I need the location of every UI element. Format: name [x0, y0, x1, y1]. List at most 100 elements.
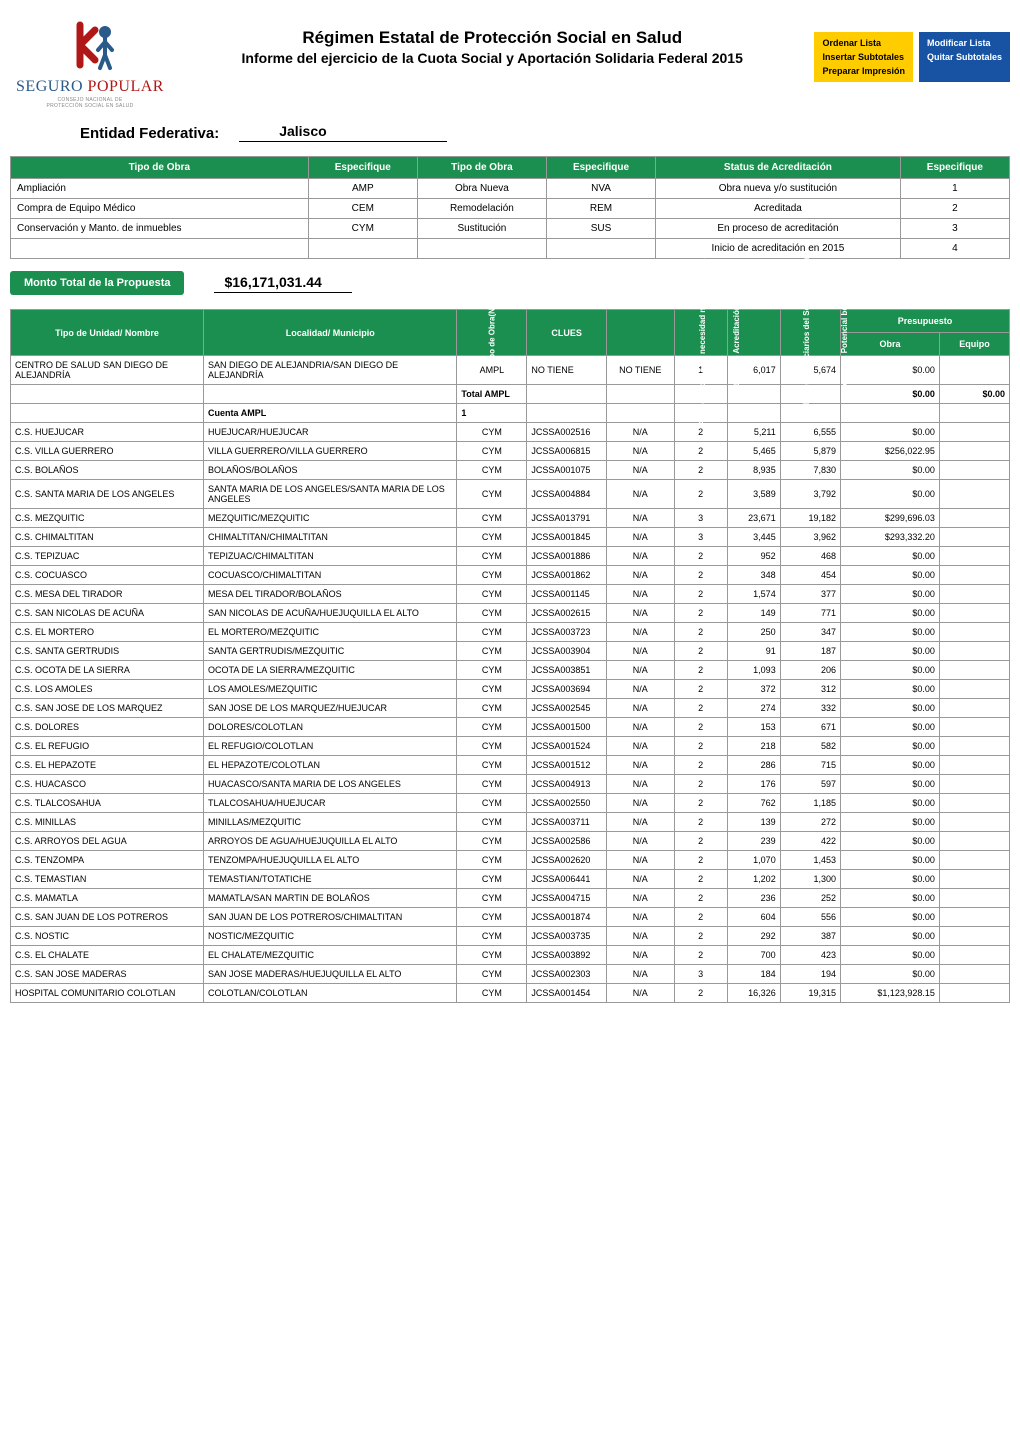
table-cell: CYM: [457, 889, 527, 908]
table-cell: 2: [674, 737, 727, 756]
table-cell: MEZQUITIC/MEZQUITIC: [204, 509, 457, 528]
table-cell: 604: [727, 908, 780, 927]
preparar-impresion-button[interactable]: Preparar Impresión: [822, 66, 905, 76]
table-cell: 348: [727, 566, 780, 585]
table-cell: $0.00: [841, 851, 940, 870]
table-row: C.S. HUEJUCARHUEJUCAR/HUEJUCARCYMJCSSA00…: [11, 423, 1010, 442]
table-cell: C.S. TENZOMPA: [11, 851, 204, 870]
table-cell: C.S. ARROYOS DEL AGUA: [11, 832, 204, 851]
table-cell: MINILLAS/MEZQUITIC: [204, 813, 457, 832]
quitar-subtotales-button[interactable]: Quitar Subtotales: [927, 52, 1002, 62]
tipos-th-0: Tipo de Obra: [11, 157, 309, 179]
table-cell: C.S. EL HEPAZOTE: [11, 756, 204, 775]
table-cell: 139: [727, 813, 780, 832]
table-cell: $0.00: [841, 775, 940, 794]
table-cell: COLOTLAN/COLOTLAN: [204, 984, 457, 1003]
table-cell: C.S. SANTA GERTRUDIS: [11, 642, 204, 661]
table-cell: N/A: [606, 889, 674, 908]
table-cell: 372: [727, 680, 780, 699]
table-cell: 454: [780, 566, 840, 585]
ordenar-lista-button[interactable]: Ordenar Lista: [822, 38, 905, 48]
table-cell: N/A: [606, 756, 674, 775]
table-cell: MESA DEL TIRADOR/BOLAÑOS: [204, 585, 457, 604]
table-cell: JCSSA004913: [527, 775, 607, 794]
table-cell: 715: [780, 756, 840, 775]
monto-value: $16,171,031.44: [214, 274, 351, 293]
table-cell: CYM: [457, 480, 527, 509]
logo-brand-popular: POPULAR: [88, 78, 164, 95]
table-cell: 2: [674, 832, 727, 851]
table-cell: SANTA GERTRUDIS/MEZQUITIC: [204, 642, 457, 661]
table-cell: N/A: [606, 585, 674, 604]
table-cell: 556: [780, 908, 840, 927]
table-cell: 5,211: [727, 423, 780, 442]
tipos-th-4: Status de Acreditación: [656, 157, 901, 179]
seguro-popular-logo-icon: [60, 20, 120, 78]
table-cell: [939, 547, 1009, 566]
table-cell: $1,123,928.15: [841, 984, 940, 1003]
table-cell: CYM: [457, 908, 527, 927]
table-cell: $0.00: [841, 908, 940, 927]
table-cell: 2: [674, 566, 727, 585]
table-cell: [939, 661, 1009, 680]
entidad-value: Jalisco: [239, 123, 446, 142]
table-cell: 387: [780, 927, 840, 946]
table-cell: $0.00: [841, 813, 940, 832]
table-cell: $0.00: [841, 585, 940, 604]
table-cell: BOLAÑOS/BOLAÑOS: [204, 461, 457, 480]
table-cell: $0.00: [841, 642, 940, 661]
table-cell: 250: [727, 623, 780, 642]
tipos-cell: REM: [546, 199, 655, 219]
table-cell: Total AMPL: [457, 385, 527, 404]
table-cell: JCSSA001874: [527, 908, 607, 927]
table-cell: [11, 404, 204, 423]
table-cell: [939, 889, 1009, 908]
tipos-row: Conservación y Manto. de inmueblesCYMSus…: [11, 219, 1010, 239]
th-equipo: Equipo: [939, 333, 1009, 356]
tipos-cell: Obra nueva y/o sustitución: [656, 179, 901, 199]
table-cell: C.S. TLALCOSAHUA: [11, 794, 204, 813]
table-cell: N/A: [606, 509, 674, 528]
table-cell: N/A: [606, 813, 674, 832]
tipos-cell: CYM: [308, 219, 417, 239]
table-cell: 2: [674, 946, 727, 965]
table-cell: 184: [727, 965, 780, 984]
tipos-cell: 1: [900, 179, 1009, 199]
title-sub: Informe del ejercicio de la Cuota Social…: [190, 50, 794, 66]
table-cell: 7,830: [780, 461, 840, 480]
table-cell: 3: [674, 509, 727, 528]
table-cell: HOSPITAL COMUNITARIO COLOTLAN: [11, 984, 204, 1003]
table-cell: 2: [674, 661, 727, 680]
table-cell: 239: [727, 832, 780, 851]
main-header-row-1: Tipo de Unidad/ Nombre Localidad/ Munici…: [11, 310, 1010, 333]
entidad-row: Entidad Federativa: Jalisco: [10, 123, 1010, 142]
table-cell: CYM: [457, 775, 527, 794]
table-cell: CYM: [457, 604, 527, 623]
table-cell: [939, 585, 1009, 604]
table-cell: SAN JOSE DE LOS MARQUEZ/HUEJUCAR: [204, 699, 457, 718]
table-cell: C.S. SAN NICOLAS DE ACUÑA: [11, 604, 204, 623]
action-buttons: Ordenar Lista Insertar Subtotales Prepar…: [814, 20, 1010, 82]
table-cell: 2: [674, 604, 727, 623]
table-cell: 1,300: [780, 870, 840, 889]
table-cell: [727, 404, 780, 423]
button-group-blue: Modificar Lista Quitar Subtotales: [919, 32, 1010, 82]
table-cell: C.S. SAN JOSE DE LOS MARQUEZ: [11, 699, 204, 718]
tipos-cell: AMP: [308, 179, 417, 199]
table-cell: 2: [674, 794, 727, 813]
table-cell: [939, 699, 1009, 718]
table-cell: N/A: [606, 642, 674, 661]
table-cell: JCSSA003904: [527, 642, 607, 661]
table-cell: [939, 851, 1009, 870]
table-cell: JCSSA001454: [527, 984, 607, 1003]
table-cell: 19,315: [780, 984, 840, 1003]
table-cell: JCSSA003851: [527, 661, 607, 680]
table-cell: CYM: [457, 623, 527, 642]
table-cell: C.S. MAMATLA: [11, 889, 204, 908]
modificar-lista-button[interactable]: Modificar Lista: [927, 38, 1002, 48]
logo-block: SEGURO POPULAR CONSEJO NACIONAL DE PROTE…: [10, 20, 170, 109]
insertar-subtotales-button[interactable]: Insertar Subtotales: [822, 52, 905, 62]
table-cell: $0.00: [841, 385, 940, 404]
table-cell: NOSTIC/MEZQUITIC: [204, 927, 457, 946]
table-cell: N/A: [606, 737, 674, 756]
